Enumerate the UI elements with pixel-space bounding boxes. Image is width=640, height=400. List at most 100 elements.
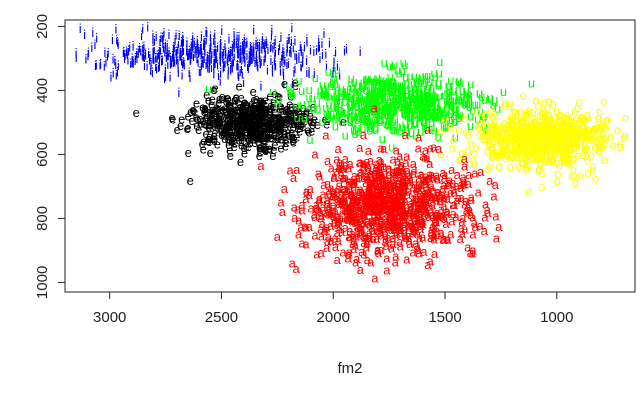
point-i: i	[206, 56, 209, 71]
point-i: i	[318, 51, 321, 66]
point-a: a	[422, 143, 430, 158]
point-i: i	[146, 19, 149, 34]
point-i: i	[200, 55, 203, 70]
point-u: u	[325, 106, 332, 121]
point-i: i	[166, 43, 169, 58]
point-i: i	[251, 51, 254, 66]
point-i: i	[156, 48, 159, 63]
point-u: u	[333, 109, 340, 124]
point-o: o	[531, 117, 538, 132]
point-i: i	[214, 52, 217, 67]
point-i: i	[299, 39, 302, 54]
point-a: a	[374, 243, 382, 258]
point-i: i	[301, 53, 304, 68]
point-i: i	[224, 45, 227, 60]
point-i: i	[286, 41, 289, 56]
point-i: i	[179, 43, 182, 58]
point-i: i	[162, 29, 165, 44]
point-i: i	[242, 75, 245, 90]
point-i: i	[213, 28, 216, 43]
point-i: i	[189, 70, 192, 85]
point-i: i	[214, 56, 217, 71]
point-u: u	[381, 100, 388, 115]
point-i: i	[223, 59, 226, 74]
point-i: i	[170, 55, 173, 70]
point-i: i	[258, 47, 261, 62]
point-i: i	[178, 48, 181, 63]
point-i: i	[177, 36, 180, 51]
point-i: i	[203, 41, 206, 56]
point-a: a	[421, 171, 429, 186]
point-i: i	[175, 53, 178, 68]
point-i: i	[241, 36, 244, 51]
point-a: a	[293, 162, 301, 177]
point-i: i	[106, 48, 109, 63]
point-i: i	[237, 69, 240, 84]
point-i: i	[301, 47, 304, 62]
point-i: i	[216, 57, 219, 72]
point-i: i	[321, 47, 324, 62]
point-i: i	[231, 39, 234, 54]
point-i: i	[258, 37, 261, 52]
point-e: e	[200, 133, 207, 148]
point-i: i	[153, 34, 156, 49]
point-e: e	[185, 145, 192, 160]
point-i: i	[239, 45, 242, 60]
point-i: i	[282, 67, 285, 82]
point-i: i	[271, 41, 274, 56]
point-e: e	[240, 140, 247, 155]
point-i: i	[179, 48, 182, 63]
point-e: e	[210, 128, 217, 143]
point-a: a	[430, 140, 438, 155]
point-i: i	[295, 52, 298, 67]
point-u: u	[274, 97, 281, 112]
point-a: a	[386, 187, 394, 202]
point-i: i	[333, 52, 336, 67]
point-i: i	[192, 39, 195, 54]
point-e: e	[239, 102, 246, 117]
point-e: e	[289, 133, 296, 148]
point-i: i	[181, 44, 184, 59]
point-i: i	[243, 34, 246, 49]
point-i: i	[110, 70, 113, 85]
y-tick-label: 200	[34, 14, 51, 39]
point-i: i	[250, 52, 253, 67]
point-i: i	[164, 69, 167, 84]
point-i: i	[265, 36, 268, 51]
point-i: i	[236, 58, 239, 73]
point-i: i	[129, 56, 132, 71]
point-e: e	[243, 114, 250, 129]
point-i: i	[280, 54, 283, 69]
point-i: i	[263, 37, 266, 52]
point-i: i	[250, 44, 253, 59]
y-tick-label: 600	[34, 142, 51, 167]
point-i: i	[105, 54, 108, 69]
point-i: i	[232, 38, 235, 53]
point-u: u	[528, 75, 535, 90]
point-i: i	[256, 60, 259, 75]
point-e: e	[234, 94, 241, 109]
point-a: a	[333, 183, 341, 198]
point-i: i	[194, 41, 197, 56]
point-i: i	[229, 44, 232, 59]
point-e: e	[280, 123, 287, 138]
point-i: i	[270, 28, 273, 43]
point-i: i	[117, 37, 120, 52]
point-i: i	[243, 32, 246, 47]
point-i: i	[197, 45, 200, 60]
point-i: i	[191, 34, 194, 49]
point-o: o	[544, 128, 551, 143]
point-i: i	[114, 57, 117, 72]
point-i: i	[289, 41, 292, 56]
point-i: i	[149, 63, 152, 78]
point-i: i	[116, 34, 119, 49]
point-e: e	[288, 112, 295, 127]
point-i: i	[290, 21, 293, 36]
point-i: i	[172, 50, 175, 65]
point-e: e	[177, 118, 184, 133]
point-i: i	[191, 30, 194, 45]
point-i: i	[270, 39, 273, 54]
point-i: i	[210, 36, 213, 51]
point-o: o	[518, 116, 525, 131]
